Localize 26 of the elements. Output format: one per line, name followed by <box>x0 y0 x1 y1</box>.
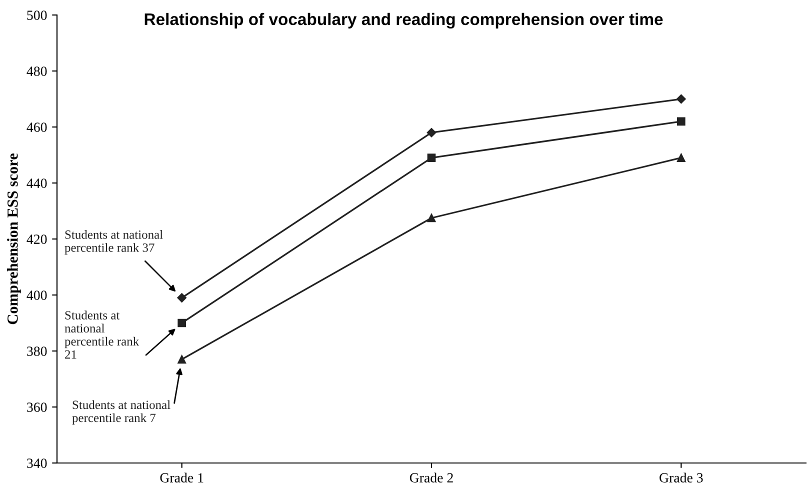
y-tick-label: 360 <box>27 402 47 412</box>
point <box>677 117 686 126</box>
x-tick-label: Grade 1 <box>160 472 204 482</box>
text: Students at national percentile rank 37 <box>64 230 163 254</box>
chart-title: Relationship of vocabulary and reading comprehension over time <box>144 12 663 29</box>
y-tick-label: 420 <box>26 234 47 244</box>
point <box>676 94 686 104</box>
y-tick-label: 460 <box>26 122 47 132</box>
text: Students at national percentile rank 21 <box>64 310 140 359</box>
point <box>177 293 186 302</box>
y-tick-label: 440 <box>26 178 47 188</box>
y-axis-title: Comprehension ESS score <box>7 154 21 324</box>
point <box>427 154 436 162</box>
y-tick-label: 500 <box>27 10 47 20</box>
y-tick-label: 480 <box>26 66 47 76</box>
point <box>178 355 186 364</box>
y-tick-label: 400 <box>26 290 47 300</box>
x-tick-label: Grade 3 <box>660 472 703 482</box>
y-tick-label: 340 <box>27 458 47 468</box>
x-tick-label: Grade 2 <box>410 472 453 482</box>
y-tick-label: 380 <box>27 346 47 356</box>
point <box>677 154 686 162</box>
point <box>426 128 436 138</box>
text: Students at national percentile rank 7 <box>72 400 170 425</box>
point <box>178 318 186 328</box>
point <box>427 214 436 222</box>
